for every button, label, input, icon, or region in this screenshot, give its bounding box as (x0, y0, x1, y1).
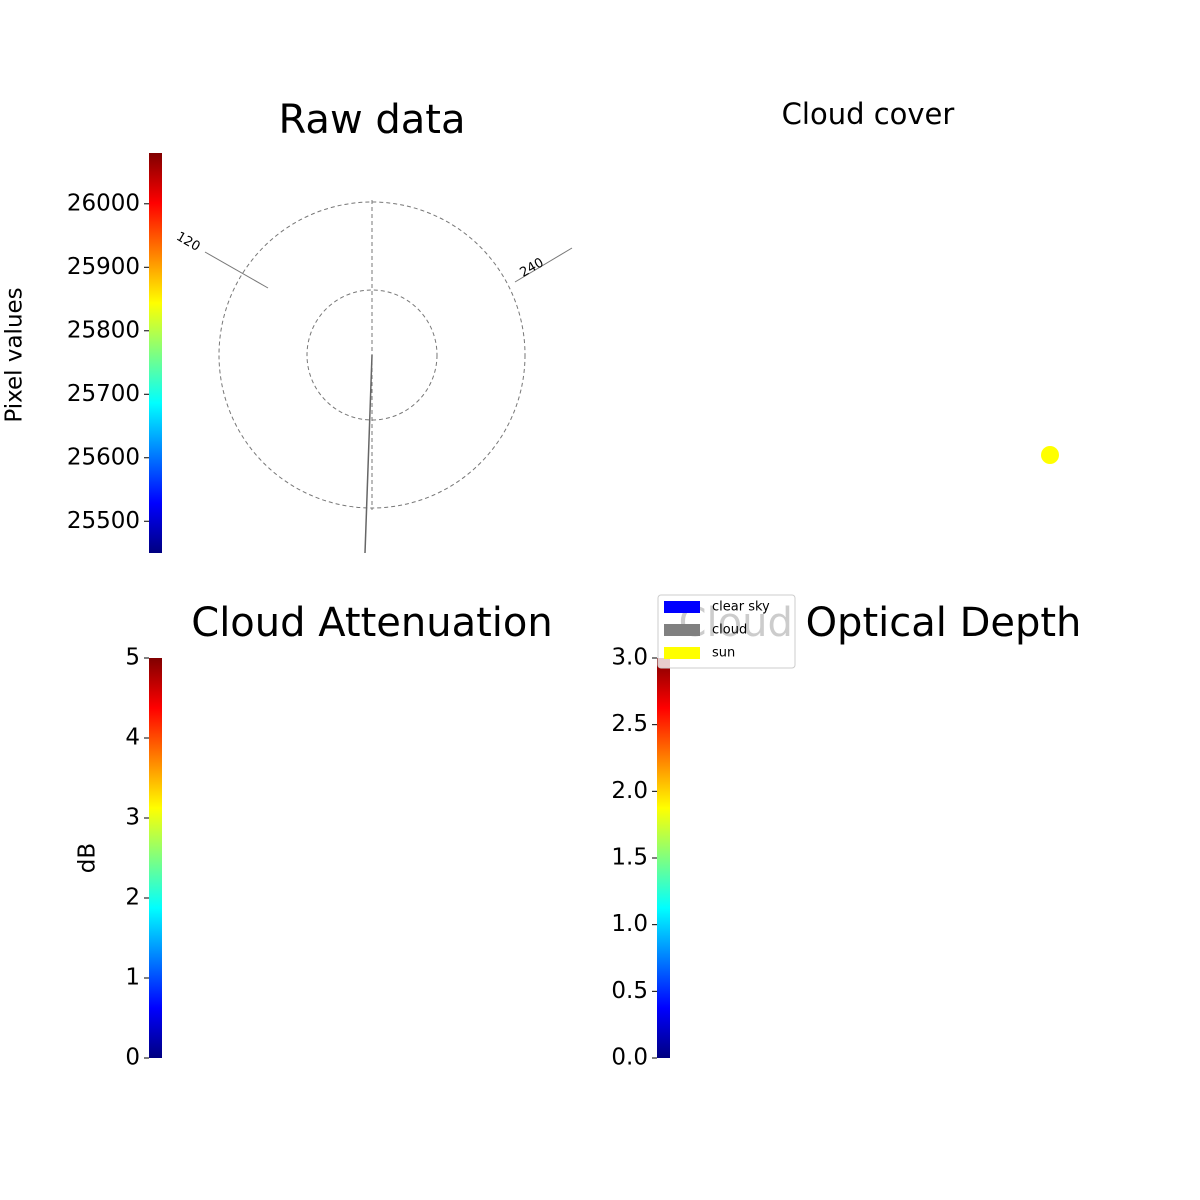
colorbar-label: Pixel values (2, 287, 28, 422)
colorbar-tick-label: 2.0 (611, 778, 648, 804)
colorbar-tick-label: 4 (125, 725, 140, 751)
azimuth-line (514, 247, 573, 283)
colorbar-tick-label: 0 (125, 1045, 140, 1071)
colorbar-label: dB (75, 843, 101, 873)
colorbar-tick-label: 2.5 (611, 711, 648, 737)
azimuth-label: 240 (517, 255, 546, 280)
azimuth-line (204, 251, 269, 289)
legend-swatch (664, 647, 700, 659)
colorbar (149, 658, 162, 1058)
colorbar-tick-label: 1 (125, 965, 140, 991)
colorbar-tick-label: 1.5 (611, 845, 648, 871)
legend-label: clear sky (712, 600, 770, 615)
polar-axis (364, 354, 373, 554)
colorbar-tick-label: 0.5 (611, 978, 648, 1004)
colorbar-tick-label: 25700 (67, 381, 140, 407)
panel-title: Cloud cover (782, 97, 955, 131)
sun-marker (1041, 446, 1059, 464)
colorbar (149, 153, 162, 553)
colorbar-tick-label: 25900 (67, 254, 140, 280)
colorbar-tick-label: 0.0 (611, 1045, 648, 1071)
colorbar (657, 658, 670, 1058)
colorbar-tick-label: 3.0 (611, 645, 648, 671)
colorbar-tick-label: 25800 (67, 317, 140, 343)
panel-title: Cloud Attenuation (191, 600, 552, 646)
colorbar-tick-label: 26000 (67, 190, 140, 216)
colorbar-tick-label: 25600 (67, 444, 140, 470)
colorbar-tick-label: 2 (125, 885, 140, 911)
legend-swatch (664, 601, 700, 613)
colorbar-tick-label: 1.0 (611, 911, 648, 937)
legend-swatch (664, 624, 700, 636)
legend-label: sun (712, 646, 735, 661)
legend-label: cloud (712, 623, 747, 638)
panel-title: Raw data (279, 97, 466, 143)
colorbar-tick-label: 5 (125, 645, 140, 671)
azimuth-label: 120 (173, 229, 202, 254)
colorbar-tick-label: 25500 (67, 508, 140, 534)
colorbar-tick-label: 3 (125, 805, 140, 831)
